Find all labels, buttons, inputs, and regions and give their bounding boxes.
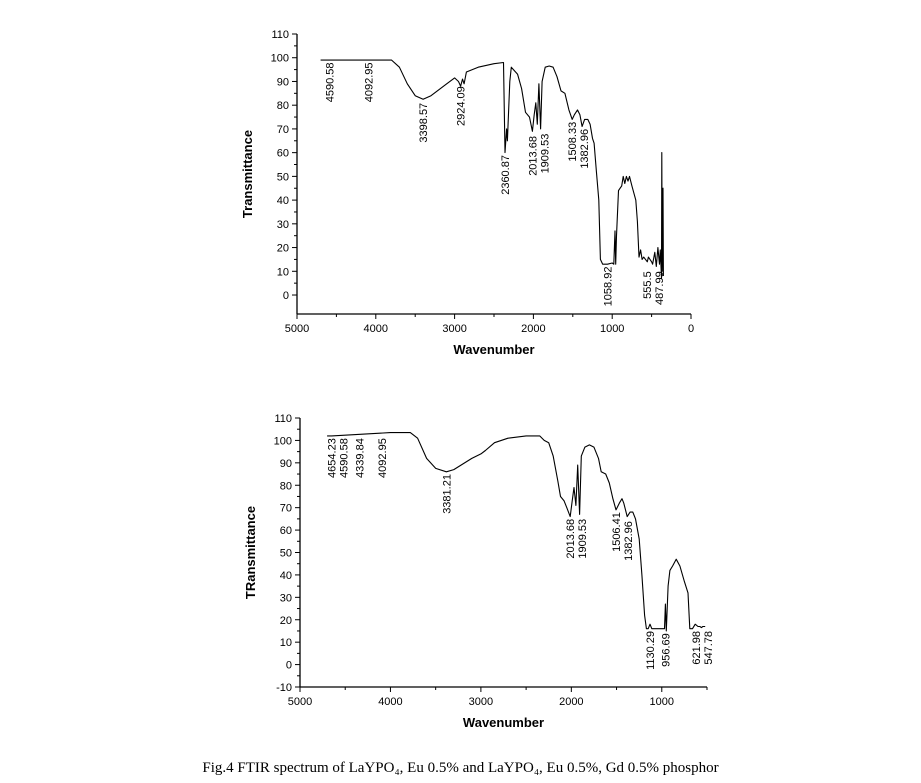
x-axis-label: Wavenumber: [453, 342, 534, 357]
peak-label: 4339.84: [355, 438, 367, 478]
peak-label: 4092.95: [377, 438, 389, 478]
peak-label: 1909.53: [539, 134, 551, 174]
peak-label: 2013.68: [527, 136, 539, 176]
spectrum-line: [320, 59, 664, 279]
y-tick-label: 50: [280, 548, 292, 560]
x-tick-label: 1000: [650, 696, 674, 708]
peak-label: 2924.09: [456, 86, 468, 126]
y-tick-label: -10: [276, 682, 292, 694]
peak-label: 1130.29: [645, 631, 657, 670]
peak-label: 1058.92: [603, 267, 615, 307]
y-tick-label: 70: [277, 124, 289, 136]
spectrum-line: [327, 432, 706, 632]
y-tick-label: 40: [280, 570, 292, 582]
peak-label: 4590.58: [338, 438, 350, 478]
peak-label: 1382.96: [579, 129, 591, 169]
y-axis-label: TRansmittance: [243, 506, 258, 599]
y-tick-label: 40: [277, 195, 289, 207]
y-tick-label: 30: [280, 592, 292, 604]
peak-label: 555.5: [642, 271, 654, 299]
x-tick-label: 5000: [285, 323, 309, 335]
y-tick-label: 0: [286, 660, 292, 672]
y-tick-label: 60: [280, 525, 292, 537]
peak-label: 3381.21: [441, 474, 453, 514]
chart-1: 0 10 20 30 40 50 60 70 80 90 100 110 5000 4000 3000 200…: [240, 29, 694, 357]
peak-label: 4092.95: [363, 62, 375, 102]
y-tick-label: 110: [271, 29, 289, 41]
x-tick-label: 2000: [559, 696, 583, 708]
x-tick-label: 4000: [378, 696, 402, 708]
peak-label: 1909.53: [577, 519, 589, 559]
x-axis-label: Wavenumber: [463, 715, 544, 730]
y-tick-label: 0: [283, 290, 289, 302]
x-tick-label: 2000: [521, 323, 545, 335]
x-tick-label: 3000: [442, 323, 466, 335]
y-tick-label: 10: [280, 637, 292, 649]
x-tick-label: 1000: [600, 323, 624, 335]
y-tick-label: 80: [277, 100, 289, 112]
y-tick-label: 20: [277, 243, 289, 255]
peak-label: 3398.57: [418, 103, 430, 143]
peak-label: 1508.33: [567, 122, 579, 162]
peak-label: 1506.41: [611, 512, 623, 552]
peak-label: 621.98: [691, 631, 703, 665]
y-tick-label: 60: [277, 148, 289, 160]
peak-label: 547.78: [703, 631, 715, 665]
y-tick-label: 20: [280, 615, 292, 627]
y-tick-label: 110: [274, 413, 292, 425]
x-tick-label: 5000: [288, 696, 312, 708]
x-tick-label: 3000: [469, 696, 493, 708]
x-tick-label: 4000: [364, 323, 388, 335]
peak-label: 956.69: [661, 633, 673, 667]
y-tick-label: 80: [280, 480, 292, 492]
y-tick-label: 90: [277, 76, 289, 88]
peak-label: 1382.96: [623, 521, 635, 561]
figure-caption: Fig.4 FTIR spectrum of LaYPO₄, Eu 0.5% a…: [202, 760, 719, 776]
peak-label: 4654.23: [326, 438, 338, 478]
chart-2: -10 0 10 20 30 40 50 60 70 80 90 100 110 5000 4000 3000…: [243, 413, 715, 730]
peak-label: 487.99: [654, 271, 666, 305]
y-tick-label: 100: [271, 53, 289, 65]
peak-label: 4590.58: [324, 62, 336, 102]
y-tick-label: 90: [280, 458, 292, 470]
peak-label: 2013.68: [565, 519, 577, 559]
y-tick-label: 100: [274, 435, 292, 447]
peak-label: 2360.87: [500, 155, 512, 195]
y-tick-label: 50: [277, 171, 289, 183]
y-tick-label: 10: [277, 266, 289, 278]
x-tick-label: 0: [688, 323, 694, 335]
y-axis-label: Transmittance: [240, 130, 255, 218]
y-tick-label: 30: [277, 219, 289, 231]
y-tick-label: 70: [280, 503, 292, 515]
